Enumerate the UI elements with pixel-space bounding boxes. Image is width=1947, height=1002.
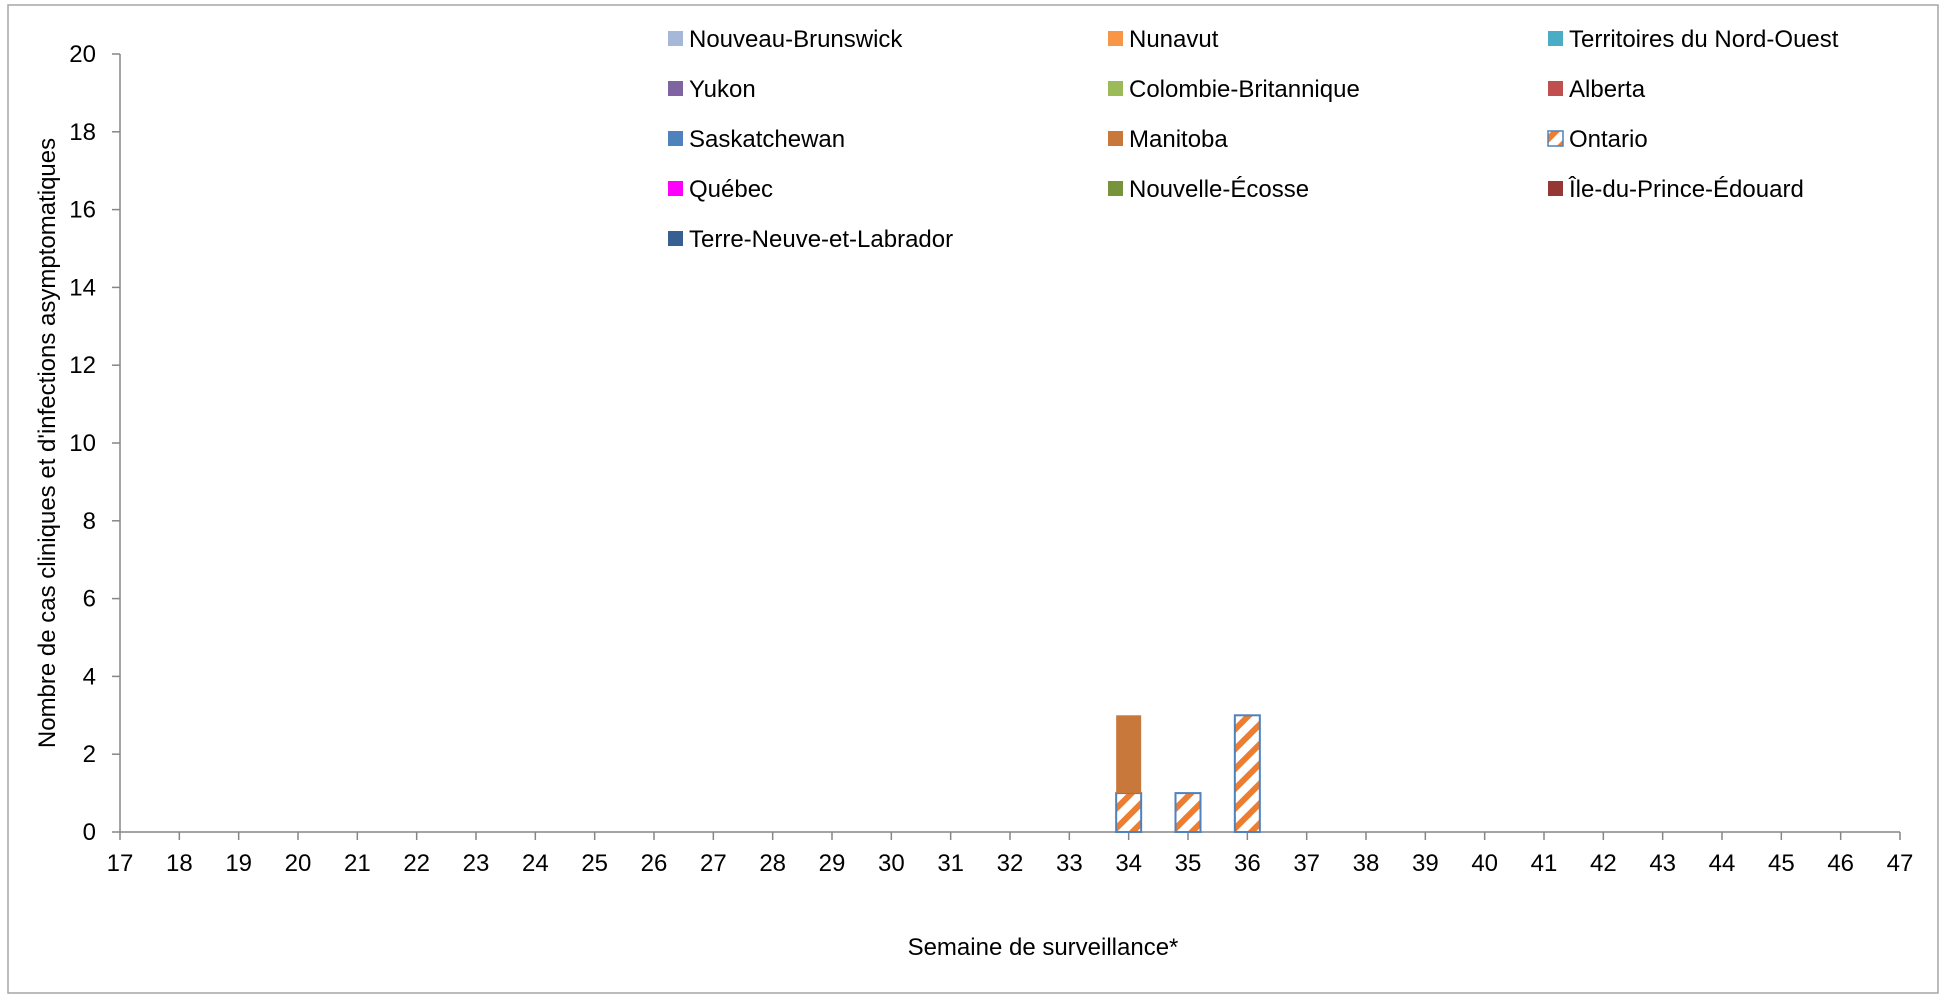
bar-manitoba-week-34 bbox=[1116, 715, 1142, 794]
y-tick-label: 10 bbox=[69, 430, 96, 457]
legend-label: Île-du-Prince-Édouard bbox=[1568, 176, 1804, 203]
bar-ontario-week-35 bbox=[1174, 792, 1202, 833]
x-tick-label: 18 bbox=[166, 850, 193, 877]
legend: Nouveau-Brunswick Nunavut Territoires du N… bbox=[668, 26, 1839, 253]
x-tick-label: 25 bbox=[581, 850, 608, 877]
bar-ontario-week-36 bbox=[1233, 714, 1261, 833]
legend-label: Saskatchewan bbox=[689, 126, 845, 153]
legend-swatch bbox=[1108, 181, 1123, 196]
bar-ontario-week-34 bbox=[1115, 792, 1143, 833]
x-tick-label: 21 bbox=[344, 850, 371, 877]
x-tick-label: 41 bbox=[1531, 850, 1558, 877]
x-tick-label: 30 bbox=[878, 850, 905, 877]
legend-label: Nouvelle-Écosse bbox=[1129, 176, 1309, 203]
legend-label: Alberta bbox=[1569, 76, 1646, 103]
legend-swatch bbox=[1547, 130, 1564, 147]
legend-label: Yukon bbox=[689, 76, 756, 103]
y-tick-label: 20 bbox=[69, 41, 96, 68]
legend-swatch bbox=[1108, 81, 1123, 96]
y-tick-label: 2 bbox=[83, 741, 96, 768]
x-tick-label: 17 bbox=[107, 850, 134, 877]
x-tick-label: 36 bbox=[1234, 850, 1261, 877]
y-axis-title: Nombre de cas cliniques et d'infections … bbox=[34, 138, 61, 748]
legend-swatch bbox=[1108, 31, 1123, 46]
x-tick-label: 29 bbox=[819, 850, 846, 877]
x-tick-label: 43 bbox=[1649, 850, 1676, 877]
chart-frame bbox=[7, 4, 1939, 994]
x-tick-label: 23 bbox=[463, 850, 490, 877]
x-tick-label: 44 bbox=[1709, 850, 1736, 877]
x-tick-label: 45 bbox=[1768, 850, 1795, 877]
x-tick-label: 39 bbox=[1412, 850, 1439, 877]
legend-label: Québec bbox=[689, 176, 773, 203]
y-tick-label: 16 bbox=[69, 197, 96, 224]
x-tick-label: 40 bbox=[1471, 850, 1498, 877]
x-tick-label: 37 bbox=[1293, 850, 1320, 877]
y-tick-label: 0 bbox=[83, 819, 96, 846]
y-tick-label: 18 bbox=[69, 119, 96, 146]
x-tick-label: 38 bbox=[1353, 850, 1380, 877]
bars bbox=[1115, 714, 1261, 833]
legend-label: Ontario bbox=[1569, 126, 1648, 153]
legend-label: Terre-Neuve-et-Labrador bbox=[689, 226, 953, 253]
y-tick-label: 4 bbox=[83, 663, 96, 690]
legend-swatch bbox=[1548, 81, 1563, 96]
legend-swatch bbox=[668, 231, 683, 246]
legend-swatch bbox=[668, 181, 683, 196]
x-tick-label: 33 bbox=[1056, 850, 1083, 877]
x-tick-label: 20 bbox=[285, 850, 312, 877]
legend-swatch bbox=[668, 131, 683, 146]
legend-swatch bbox=[1108, 131, 1123, 146]
x-tick-label: 31 bbox=[937, 850, 964, 877]
legend-swatch bbox=[668, 31, 683, 46]
legend-label: Colombie-Britannique bbox=[1129, 76, 1360, 103]
x-axis-title: Semaine de surveillance* bbox=[908, 934, 1179, 961]
x-tick-label: 27 bbox=[700, 850, 727, 877]
x-tick-label: 28 bbox=[759, 850, 786, 877]
x-tick-label: 19 bbox=[225, 850, 252, 877]
legend-label: Territoires du Nord-Ouest bbox=[1569, 26, 1839, 53]
y-tick-label: 8 bbox=[83, 508, 96, 535]
x-tick-label: 26 bbox=[641, 850, 668, 877]
x-tick-label: 42 bbox=[1590, 850, 1617, 877]
legend-label: Nouveau-Brunswick bbox=[689, 26, 903, 53]
x-tick-label: 47 bbox=[1887, 850, 1914, 877]
legend-swatch bbox=[1548, 31, 1563, 46]
y-tick-label: 12 bbox=[69, 352, 96, 379]
x-tick-label: 24 bbox=[522, 850, 549, 877]
legend-label: Nunavut bbox=[1129, 26, 1219, 53]
y-tick-label: 6 bbox=[83, 586, 96, 613]
legend-swatch bbox=[1548, 181, 1563, 196]
x-tick-label: 35 bbox=[1175, 850, 1202, 877]
y-tick-label: 14 bbox=[69, 274, 96, 301]
x-tick-label: 46 bbox=[1827, 850, 1854, 877]
legend-label: Manitoba bbox=[1129, 126, 1228, 153]
legend-swatch bbox=[668, 81, 683, 96]
x-tick-label: 32 bbox=[997, 850, 1024, 877]
x-tick-label: 34 bbox=[1115, 850, 1142, 877]
x-tick-label: 22 bbox=[403, 850, 430, 877]
